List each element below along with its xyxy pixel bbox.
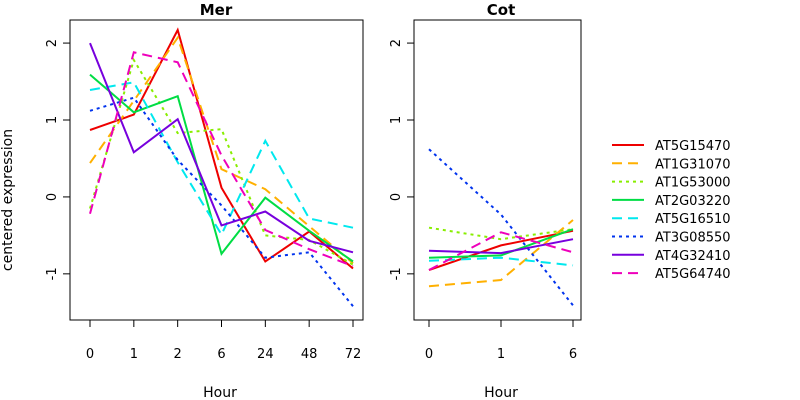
panel-cot-x-tick-label-2: 6 (569, 347, 577, 362)
panel-mer-x-tick-label-1: 1 (130, 347, 138, 362)
panel-mer-series-at3g08550 (89, 96, 354, 307)
panel-cot-series-at2g03220 (428, 228, 574, 259)
panel-mer-x-axis-label: Hour (203, 385, 237, 400)
panel-cot-series-at3g08550 (428, 148, 574, 307)
panel-mer-frame (69, 19, 364, 321)
panel-mer-title: Mer (200, 1, 233, 19)
legend-label-at5g15470: AT5G15470 (655, 139, 731, 154)
legend-label-at5g64740: AT5G64740 (655, 267, 731, 282)
panel-cot-x-tick-label-0: 0 (425, 347, 433, 362)
panel-mer-series-at5g64740 (89, 51, 354, 268)
legend-label-at4g32410: AT4G32410 (655, 249, 731, 264)
panel-cot-y-tick-label-0: -1 (389, 267, 404, 280)
panel-mer: Mer Hour -1 0 1 2 0 1 2 6 24 48 72 (45, 1, 364, 400)
panel-mer-x-tick-label-6: 72 (345, 347, 362, 362)
panel-cot: Cot Hour -1 0 1 2 0 1 6 (389, 1, 582, 400)
panel-mer-y-tick-label-0: -1 (45, 267, 60, 280)
legend-label-at1g53000: AT1G53000 (655, 176, 731, 191)
panel-mer-x-tick-label-5: 48 (301, 347, 318, 362)
panel-mer-y-tick-label-1: 0 (45, 193, 60, 201)
panel-mer-x-tick-label-4: 24 (257, 347, 274, 362)
legend-label-at3g08550: AT3G08550 (655, 231, 731, 246)
panel-cot-y-tick-label-2: 1 (389, 116, 404, 124)
panel-cot-series-at4g32410 (428, 238, 574, 255)
panel-mer-x-tick-label-0: 0 (86, 347, 94, 362)
panel-mer-series-at2g03220 (89, 73, 354, 263)
panel-mer-series-at4g32410 (89, 42, 354, 254)
panel-cot-y-tick-label-3: 2 (389, 39, 404, 47)
panel-cot-series-at1g53000 (428, 226, 574, 241)
panel-cot-title: Cot (487, 1, 515, 19)
legend-label-at5g16510: AT5G16510 (655, 212, 731, 227)
panel-cot-y-tick-label-1: 0 (389, 193, 404, 201)
panel-mer-y-tick-label-3: 2 (45, 39, 60, 47)
panel-cot-x-axis-label: Hour (484, 385, 518, 400)
panel-mer-series-at1g31070 (89, 35, 354, 264)
panel-mer-x-tick-label-2: 2 (174, 347, 182, 362)
panel-cot-series-at1g31070 (428, 219, 574, 288)
panel-cot-series-at5g64740 (428, 231, 574, 271)
panel-mer-series-at5g16510 (89, 81, 354, 237)
y-axis-label: centered expression (0, 129, 16, 271)
legend-label-at1g31070: AT1G31070 (655, 157, 731, 172)
panel-cot-x-tick-label-1: 1 (497, 347, 505, 362)
panel-cot-series-at5g16510 (428, 256, 574, 267)
legend: AT5G15470 AT1G31070 AT1G53000 AT2G03220 AT5G… (612, 139, 731, 282)
legend-label-at2g03220: AT2G03220 (655, 194, 731, 209)
panel-mer-x-tick-label-3: 6 (217, 347, 225, 362)
panel-cot-series-at5g15470 (428, 229, 574, 271)
panel-cot-frame (413, 19, 582, 321)
panel-mer-y-tick-label-2: 1 (45, 116, 60, 124)
